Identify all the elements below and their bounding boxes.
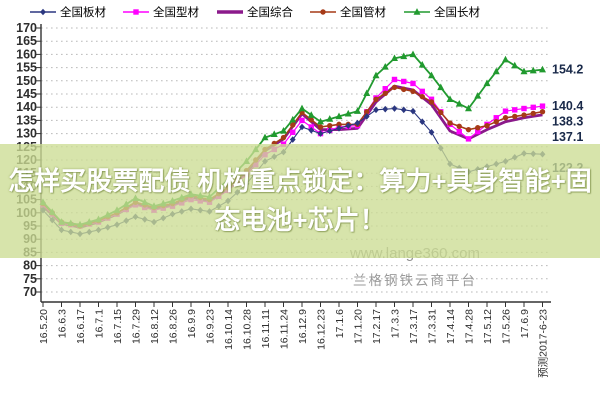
x-axis-label: 16.9.9 [186,309,198,338]
x-axis-label: 17.4.14 [445,309,457,344]
x-axis-label: 17.3.31 [427,309,439,344]
end-label-section: 140.4 [552,99,583,113]
x-axis-label: 16.6.3 [57,309,69,338]
y-axis-label: 155 [16,61,37,75]
y-axis-label: 135 [16,113,37,127]
legend-label-long: 全国长材 [434,7,480,19]
x-axis-label: 16.11.11 [260,309,272,348]
y-axis-label: 75 [23,272,37,286]
x-axis-label: 预测2017-6-23 [537,309,550,378]
y-axis-label: 150 [16,74,37,88]
x-axis-label: 17.3.17 [408,309,420,344]
headline-overlay-band: 怎样买股票配债 机构重点锁定：算力+具身智能+固 态电池+芯片！ [0,144,600,258]
legend-item-pipe: 全国管材 [310,3,386,21]
x-axis-label: 16.9.23 [205,309,217,344]
y-axis-label: 70 [23,285,37,299]
legend-marker-section-icon [123,9,149,15]
x-axis-label: 16.10.14 [223,309,235,350]
headline-line-1: 怎样买股票配债 机构重点锁定：算力+具身智能+固 [8,166,592,196]
watermark-platform: 兰格钢铁云商平台 [353,273,477,288]
x-axis-label: 16.8.26 [168,309,180,344]
x-axis-label: 17.3.3 [390,309,402,338]
x-axis-label: 16.7.29 [131,309,143,344]
legend-label-pipe: 全国管材 [340,7,386,19]
legend-label-section: 全国型材 [153,7,199,19]
y-axis-label: 165 [16,34,37,48]
x-axis-label: 17.5.12 [482,309,494,344]
legend-marker-long-icon [404,8,430,15]
x-axis-label: 17.2.17 [371,309,383,344]
x-axis-label: 16.7.15 [112,309,124,344]
x-axis-label: 17.1.20 [353,309,365,344]
legend-item-long: 全国长材 [404,3,480,21]
y-axis-label: 80 [23,259,37,273]
x-axis-label: 16.10.28 [242,309,254,350]
chart-legend: 全国板材 全国型材 全国综合 全国管材 全国长材 [0,3,600,23]
end-label-pipe: 138.3 [552,115,583,129]
x-axis-label: 17.4.28 [464,309,476,344]
x-axis-label: 17.6.9 [519,309,531,338]
legend-marker-plate-icon [30,8,56,16]
x-axis-label: 16.7.1 [94,309,106,338]
legend-marker-pipe-icon [310,9,336,15]
x-axis-label: 17.5.26 [501,309,513,344]
x-axis-label: 16.12.9 [297,309,309,344]
y-axis-label: 130 [16,127,37,141]
headline-line-2: 态电池+芯片！ [214,205,386,235]
x-axis-label: 16.8.12 [149,309,161,344]
legend-marker-composite-icon [217,10,243,14]
y-axis-label: 140 [16,100,37,114]
y-axis-label: 160 [16,47,37,61]
x-axis-label: 16.6.17 [75,309,87,344]
end-label-long: 154.2 [552,63,583,77]
x-axis-label: 16.5.20 [38,309,50,344]
legend-item-plate: 全国板材 [30,3,106,21]
x-axis-label: 17.1.6 [334,309,346,338]
legend-label-plate: 全国板材 [60,7,106,19]
y-axis-label: 145 [16,87,37,101]
y-axis-label: 170 [16,21,37,35]
legend-item-composite: 全国综合 [217,3,293,21]
legend-item-section: 全国型材 [123,3,199,21]
end-label-composite: 137.1 [552,130,583,144]
x-axis-label: 16.12.23 [316,309,328,350]
x-axis-label: 16.11.24 [279,309,291,349]
legend-label-composite: 全国综合 [247,7,293,19]
